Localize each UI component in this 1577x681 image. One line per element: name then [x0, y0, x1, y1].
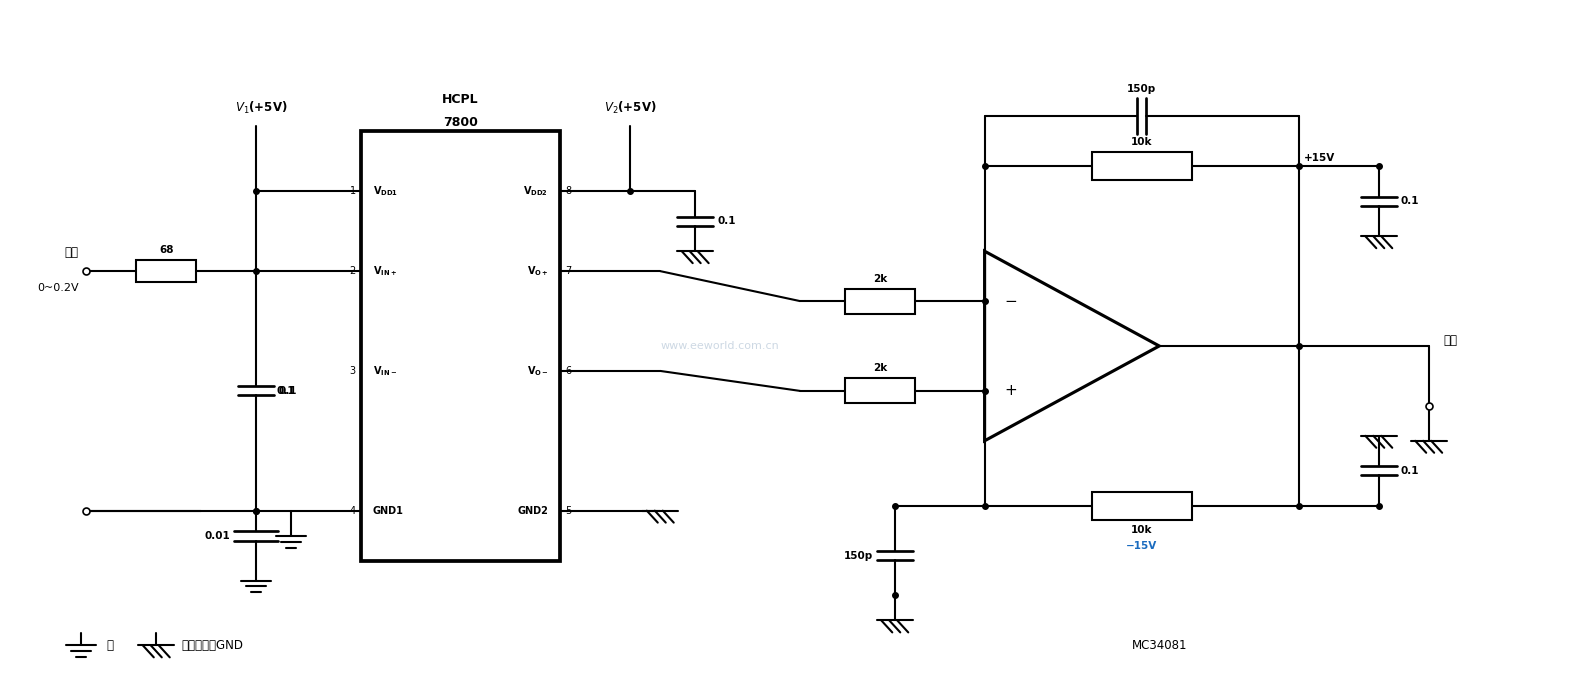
- Text: 0.1: 0.1: [1400, 466, 1419, 476]
- Text: 0~0.2V: 0~0.2V: [36, 283, 79, 293]
- Text: www.eeworld.com.cn: www.eeworld.com.cn: [661, 341, 779, 351]
- Text: 0.1: 0.1: [276, 386, 295, 396]
- Text: 2k: 2k: [872, 274, 886, 283]
- Text: 3: 3: [350, 366, 356, 376]
- Bar: [361, 131, 560, 560]
- Text: GND1: GND1: [372, 506, 404, 516]
- Polygon shape: [984, 251, 1159, 441]
- Text: $\mathbf{V_{DD2}}$: $\mathbf{V_{DD2}}$: [524, 185, 549, 198]
- Text: 6: 6: [566, 366, 571, 376]
- Text: 2k: 2k: [872, 364, 886, 373]
- Text: GND2: GND2: [517, 506, 549, 516]
- Text: $\mathbf{V_{IN+}}$: $\mathbf{V_{IN+}}$: [372, 264, 397, 278]
- Text: 150p: 150p: [1128, 84, 1156, 93]
- Text: 4: 4: [350, 506, 356, 516]
- Bar: [1091, 153, 1192, 180]
- Text: 7: 7: [566, 266, 572, 276]
- Text: +15V: +15V: [1304, 153, 1336, 163]
- Bar: [136, 260, 196, 282]
- Text: 68: 68: [159, 245, 173, 255]
- Text: 0.1: 0.1: [718, 217, 735, 226]
- Text: +: +: [1005, 383, 1017, 398]
- Text: $\mathbf{V_{IN-}}$: $\mathbf{V_{IN-}}$: [372, 364, 397, 378]
- Text: 输出: 输出: [1443, 334, 1457, 347]
- Text: MC34081: MC34081: [1131, 639, 1187, 652]
- Text: HCPL: HCPL: [443, 93, 479, 106]
- Text: 8: 8: [566, 187, 571, 196]
- Text: 150p: 150p: [844, 550, 872, 560]
- Text: 与: 与: [106, 639, 114, 652]
- Text: $\it{V}_2$(+5V): $\it{V}_2$(+5V): [604, 100, 656, 116]
- Text: 输入: 输入: [65, 246, 79, 259]
- Text: 表示不同的GND: 表示不同的GND: [181, 639, 243, 652]
- Text: $\mathbf{V_{O+}}$: $\mathbf{V_{O+}}$: [527, 264, 549, 278]
- Bar: [845, 289, 915, 313]
- Text: 7800: 7800: [443, 116, 478, 129]
- Text: −: −: [1005, 294, 1017, 308]
- Text: 0.1: 0.1: [1400, 196, 1419, 206]
- Text: $\mathbf{V_{O-}}$: $\mathbf{V_{O-}}$: [527, 364, 549, 378]
- Text: −15V: −15V: [1126, 541, 1158, 551]
- Text: 0.1: 0.1: [278, 386, 296, 396]
- Text: 10k: 10k: [1131, 524, 1153, 535]
- Bar: [845, 379, 915, 403]
- Text: $\mathbf{V_{DD1}}$: $\mathbf{V_{DD1}}$: [372, 185, 397, 198]
- Bar: [1091, 492, 1192, 520]
- Text: 1: 1: [350, 187, 356, 196]
- Text: $\it{V}_1$(+5V): $\it{V}_1$(+5V): [235, 100, 287, 116]
- Text: 2: 2: [350, 266, 356, 276]
- Text: 0.01: 0.01: [205, 530, 230, 541]
- Text: 5: 5: [566, 506, 572, 516]
- Text: 10k: 10k: [1131, 138, 1153, 147]
